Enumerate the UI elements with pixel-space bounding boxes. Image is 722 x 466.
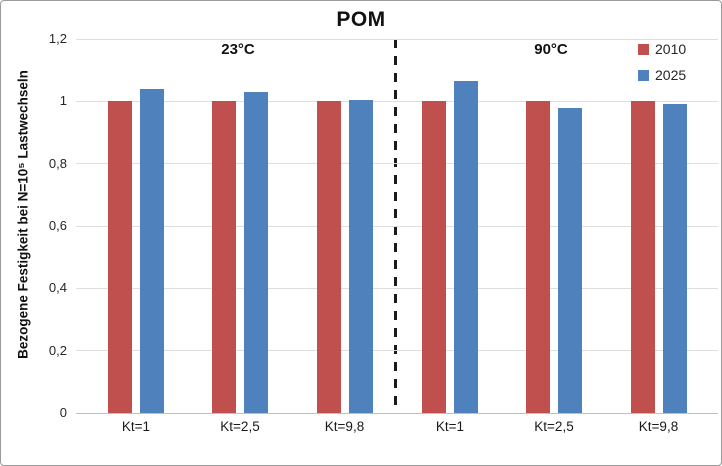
x-tick-label: Kt=2,5 [220,419,260,434]
y-axis-label: Bezogene Festigkeit bei N=10⁵ Lastwechse… [15,70,31,359]
gridline [76,350,718,352]
y-tick-label: 0,2 [48,342,67,358]
bar-2025-90C-Kt9_8 [662,104,687,413]
legend: 2010 2025 [638,36,686,88]
bar-2025-23C-Kt9_8 [348,99,373,413]
bar-2025-90C-Kt1 [454,81,478,413]
bar-2025-90C-Kt2_5 [558,107,582,413]
plot-area: 23°C 90°C [76,38,718,414]
y-tick-label: 1,2 [48,31,67,46]
y-tick-label: 1 [59,93,67,109]
bar-2010-23C-Kt2_5 [212,101,236,413]
bar-2010-90C-Kt2_5 [526,101,550,413]
legend-item-2010: 2010 [638,36,686,62]
legend-label-2010: 2010 [655,41,687,57]
bar-2025-23C-Kt1 [140,88,164,413]
x-tick-label: Kt=1 [435,419,465,434]
legend-swatch-2025 [638,69,649,81]
x-tick-label: Kt=9,8 [324,419,365,434]
chart-title: POM [336,8,386,31]
gridline [76,100,718,102]
y-tick-label: 0,6 [48,218,67,233]
gridline [76,38,718,40]
x-tick-label: Kt=2,5 [534,419,574,434]
bar-2025-23C-Kt2_5 [244,91,268,413]
bar-2010-23C-Kt9_8 [316,101,341,413]
y-tick-label: 0,8 [48,155,67,171]
gridline [76,225,718,227]
gridline [76,163,718,165]
legend-swatch-2010 [638,43,649,55]
y-tick-label: 0 [59,405,67,420]
bar-2010-23C-Kt1 [108,101,132,413]
legend-item-2025: 2025 [638,62,686,88]
x-tick-label: Kt=1 [121,419,151,434]
group-label-90c: 90°C [534,41,568,58]
x-axis-line [76,413,718,414]
bar-2010-90C-Kt9_8 [630,101,655,413]
bar-2010-90C-Kt1 [422,101,446,413]
x-tick-label: Kt=9,8 [638,419,679,434]
gridline [76,287,718,289]
y-tick-label: 0,4 [48,280,67,296]
group-label-23c: 23°C [221,41,255,58]
legend-label-2025: 2025 [655,67,687,83]
